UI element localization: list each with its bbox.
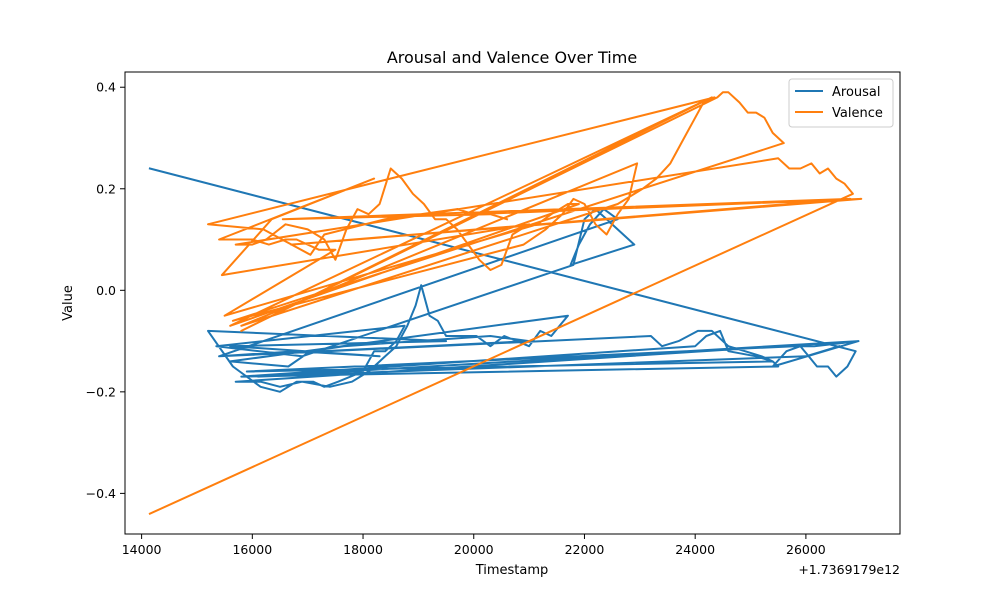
series-layer <box>148 91 863 516</box>
y-tick-label: 0.4 <box>96 80 116 95</box>
x-tick-label: 26000 <box>786 542 826 557</box>
legend-label-valence: Valence <box>832 106 883 121</box>
y-axis-label: Value <box>61 285 76 321</box>
plot-frame <box>124 71 901 535</box>
y-axis: −0.4 −0.2 0.0 0.2 0.4 <box>86 80 125 501</box>
y-tick-label: −0.4 <box>86 486 116 501</box>
y-tick-label: 0.0 <box>96 283 116 298</box>
series-line-arousal <box>148 167 860 393</box>
legend-label-arousal: Arousal <box>832 85 881 100</box>
x-axis: 14000 16000 18000 20000 22000 24000 26000 <box>122 534 826 557</box>
x-tick-label: 16000 <box>232 542 272 557</box>
x-tick-label: 14000 <box>122 542 162 557</box>
x-tick-label: 24000 <box>675 542 715 557</box>
x-axis-offset-label: +1.7369179e12 <box>798 562 900 577</box>
series-line-valence <box>148 91 863 516</box>
x-tick-label: 18000 <box>343 542 383 557</box>
x-tick-label: 20000 <box>454 542 494 557</box>
y-tick-label: −0.2 <box>86 384 116 399</box>
x-tick-label: 22000 <box>565 542 605 557</box>
chart-title: Arousal and Valence Over Time <box>387 48 637 67</box>
x-axis-label: Timestamp <box>475 563 549 578</box>
y-tick-label: 0.2 <box>96 181 116 196</box>
legend: Arousal Valence <box>788 78 894 128</box>
